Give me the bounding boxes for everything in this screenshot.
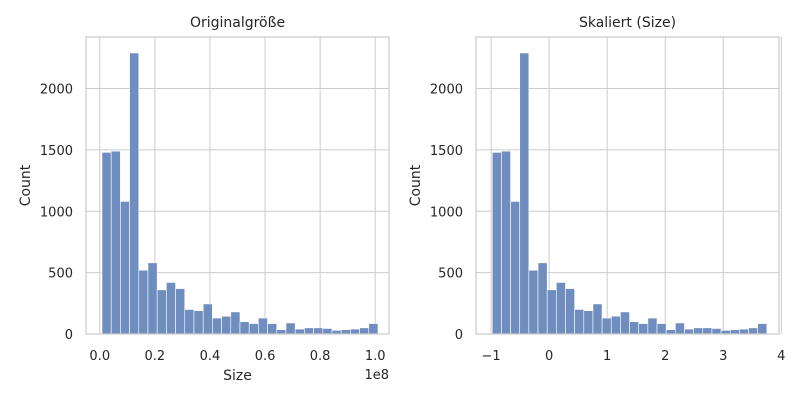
bars [101, 52, 379, 335]
histogram-bar [368, 323, 379, 335]
histogram-bar [285, 322, 296, 335]
histogram-bar [537, 262, 548, 335]
x-tick-label: 4 [777, 349, 785, 364]
histogram-bar [184, 309, 195, 335]
histogram-bar [757, 323, 768, 335]
y-tick-label: 500 [48, 267, 73, 282]
histogram-bar [350, 328, 360, 335]
plot-frame [85, 36, 390, 335]
histogram-bar [702, 327, 713, 335]
histogram-bar [693, 327, 704, 335]
histogram-bar [610, 315, 621, 335]
y-tick-label: 1500 [40, 144, 73, 159]
x-tick-label: 1 [603, 349, 611, 364]
histogram-bar [202, 303, 213, 335]
y-tick-label: 2000 [40, 83, 73, 98]
x-tick-label: 0.0 [89, 349, 110, 364]
x-tick-label: −1 [482, 349, 501, 364]
y-tick-label: 1000 [40, 205, 73, 220]
histogram-bar [193, 310, 204, 335]
histogram-bar [748, 327, 759, 335]
x-tick-label: 3 [719, 349, 727, 364]
y-tick-label: 0 [455, 328, 463, 343]
histogram-bar [138, 269, 149, 335]
y-tick-label: 1000 [430, 205, 463, 220]
histogram-bar [583, 310, 594, 335]
histogram-bar [258, 317, 268, 335]
histogram-bar [221, 315, 232, 335]
x-tick-labels: −1 0 1 2 3 4 [482, 349, 786, 364]
histogram-bar [592, 303, 603, 335]
x-tick-label: 0.6 [255, 349, 276, 364]
x-axis-label: Size [223, 368, 252, 384]
histogram-bar [675, 322, 685, 335]
histogram-original-size: 0.0 0.2 0.4 0.6 0.8 1.0 0 500 1000 1500 2000 Orig… [18, 15, 390, 384]
histogram-bar [359, 327, 370, 335]
histogram-bar [510, 201, 521, 335]
histogram-bar [156, 289, 167, 335]
x-tick-label: 0 [545, 349, 553, 364]
histogram-bar [313, 327, 324, 335]
histogram-bar [129, 52, 140, 335]
histogram-bar [665, 329, 676, 335]
histogram-bar [620, 311, 630, 335]
plot-frame [475, 36, 780, 335]
histogram-bar [729, 329, 740, 335]
chart-title: Skaliert (Size) [579, 15, 676, 31]
y-tick-labels: 0 500 1000 1500 2000 [430, 83, 463, 343]
histogram-bar [491, 152, 502, 335]
y-tick-label: 500 [438, 267, 463, 282]
histogram-bar [175, 288, 186, 335]
histogram-bar [647, 317, 658, 335]
histogram-bar [110, 150, 121, 335]
histogram-bar [546, 289, 557, 335]
histogram-bar [230, 311, 241, 335]
y-tick-label: 1500 [430, 144, 463, 159]
histogram-bar [340, 329, 351, 335]
histogram-bar [101, 152, 112, 335]
chart-title: Originalgröße [190, 15, 285, 31]
x-axis-offset-label: 1e8 [364, 368, 389, 383]
histogram-bar [304, 327, 314, 335]
x-tick-label: 2 [661, 349, 669, 364]
histogram-bar [629, 321, 640, 335]
histogram-bar [166, 282, 176, 335]
histogram-bar [239, 321, 250, 335]
histogram-bar [248, 323, 259, 335]
x-tick-label: 0.2 [145, 349, 166, 364]
y-axis-label: Count [408, 164, 424, 206]
histogram-bar [574, 309, 585, 335]
x-tick-label: 1.0 [365, 349, 386, 364]
bars [491, 52, 768, 335]
histogram-bar [739, 328, 749, 335]
histogram-bar [267, 323, 278, 335]
histogram-bar [276, 329, 287, 335]
y-tick-labels: 0 500 1000 1500 2000 [40, 83, 73, 343]
histogram-bar [212, 317, 222, 335]
y-tick-label: 0 [65, 328, 73, 343]
histogram-bar [601, 317, 612, 335]
histogram-bar [147, 262, 158, 335]
histogram-bar [638, 323, 649, 335]
histogram-bar [565, 288, 575, 335]
histogram-bar [711, 328, 722, 335]
x-tick-label: 0.4 [200, 349, 221, 364]
histogram-bar [528, 269, 539, 335]
histogram-bar [519, 52, 530, 335]
histogram-bar [501, 150, 511, 335]
histogram-bar [656, 323, 667, 335]
y-axis-label: Count [18, 164, 34, 206]
histogram-scaled-size: −1 0 1 2 3 4 0 500 1000 1500 2000 Skaliert (Size)… [408, 15, 785, 364]
histogram-bar [120, 201, 130, 335]
histogram-bar [294, 328, 305, 335]
x-tick-labels: 0.0 0.2 0.4 0.6 0.8 1.0 [89, 349, 385, 364]
histogram-bar [556, 282, 566, 335]
x-tick-label: 0.8 [310, 349, 331, 364]
histogram-bar [684, 328, 694, 335]
histogram-bar [322, 328, 333, 335]
y-tick-label: 2000 [430, 83, 463, 98]
